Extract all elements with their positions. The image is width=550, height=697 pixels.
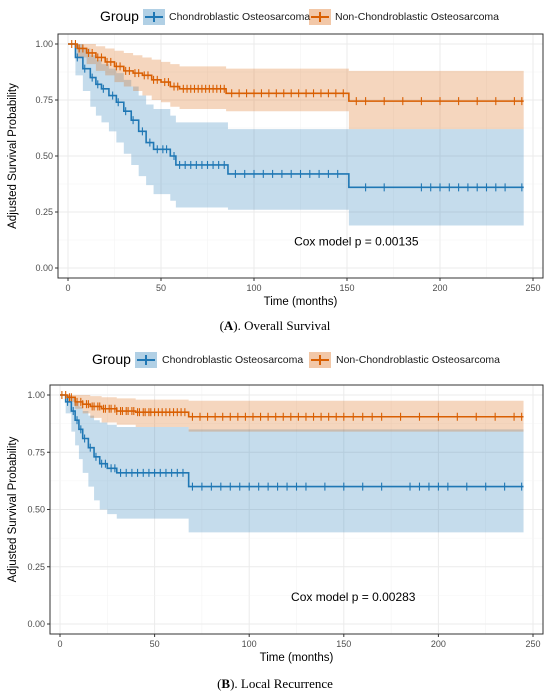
- km-plot-overall-survival: 0 50 100 150 200 250 0.00 0.25 0.50 0.75 1.00 Time …: [7, 33, 544, 308]
- legend-label-chondroblastic: Chondroblastic Osteosarcoma: [169, 11, 311, 23]
- caption-text: ). Overall Survival: [233, 318, 331, 333]
- y-tick-label: 0.75: [35, 95, 53, 105]
- ci-band-chondroblastic: [60, 395, 524, 533]
- panel-overall-survival: Group Chondroblastic Osteosarcoma Non-Ch…: [0, 0, 550, 345]
- x-axis-title: Time (months): [264, 296, 338, 308]
- x-tick-label: 150: [339, 283, 354, 293]
- km-plot-local-recurrence: 0 50 100 150 200 250 0.00 0.25 0.50 0.75 1.00 Time …: [7, 384, 544, 664]
- caption-letter: B: [221, 676, 231, 691]
- legend-label-non-chondroblastic: Non-Chondroblastic Osteosarcoma: [336, 354, 500, 366]
- cox-p-value-annotation: Cox model p = 0.00135: [294, 235, 419, 249]
- x-tick-label: 150: [336, 639, 351, 649]
- caption-a: (A). Overall Survival: [219, 318, 331, 333]
- x-tick-label: 50: [156, 283, 166, 293]
- y-tick-label: 0.00: [35, 263, 53, 273]
- ci-band-chondroblastic: [68, 44, 524, 226]
- legend-key-chondroblastic: [143, 9, 165, 25]
- legend-key-non-chondroblastic: [309, 9, 331, 25]
- x-tick-label: 200: [431, 639, 446, 649]
- y-tick-label: 0.00: [27, 619, 45, 629]
- legend-key-non-chondroblastic: [309, 352, 331, 368]
- legend: Group Chondroblastic Osteosarcoma Non-Ch…: [0, 347, 550, 373]
- y-axis-title: Adjusted Survival Probability: [7, 436, 19, 582]
- x-axis-title: Time (months): [260, 652, 334, 664]
- x-tick-label: 100: [242, 639, 257, 649]
- x-tick-label: 50: [150, 639, 160, 649]
- y-axis-title: Adjusted Survival Probability: [7, 83, 19, 229]
- y-tick-label: 0.75: [27, 447, 45, 457]
- x-tick-label: 0: [65, 283, 70, 293]
- legend-title: Group: [100, 8, 139, 24]
- x-tick-label: 100: [246, 283, 261, 293]
- x-tick-label: 250: [525, 283, 540, 293]
- survival-curve-non-chondroblastic: [60, 394, 524, 418]
- legend-label-chondroblastic: Chondroblastic Osteosarcoma: [162, 354, 304, 366]
- ci-band-non-chondroblastic: [60, 395, 524, 432]
- plot-area: [50, 385, 543, 634]
- caption-b: (B). Local Recurrence: [217, 676, 333, 691]
- survival-curve-chondroblastic: [60, 394, 524, 488]
- y-tick-label: 0.50: [27, 505, 45, 515]
- caption-letter: A: [223, 318, 234, 333]
- y-tick-label: 0.25: [35, 207, 53, 217]
- panel-local-recurrence: Group Chondroblastic Osteosarcoma Non-Ch…: [0, 345, 550, 697]
- x-tick-label: 200: [432, 283, 447, 293]
- legend-label-non-chondroblastic: Non-Chondroblastic Osteosarcoma: [335, 11, 499, 23]
- plot-area: [58, 34, 543, 278]
- y-tick-label: 0.25: [27, 562, 45, 572]
- y-tick-label: 0.50: [35, 151, 53, 161]
- ci-band-non-chondroblastic: [68, 44, 524, 130]
- y-tick-label: 1.00: [27, 390, 45, 400]
- legend-key-chondroblastic: [135, 352, 157, 368]
- caption-text: ). Local Recurrence: [230, 676, 333, 691]
- y-tick-label: 1.00: [35, 39, 53, 49]
- legend: Group Chondroblastic Osteosarcoma Non-Ch…: [0, 4, 550, 30]
- x-tick-label: 0: [57, 639, 62, 649]
- cox-p-value-annotation: Cox model p = 0.00283: [291, 590, 416, 604]
- x-tick-label: 250: [525, 639, 540, 649]
- legend-title: Group: [92, 351, 131, 367]
- survival-curve-chondroblastic: [68, 43, 524, 189]
